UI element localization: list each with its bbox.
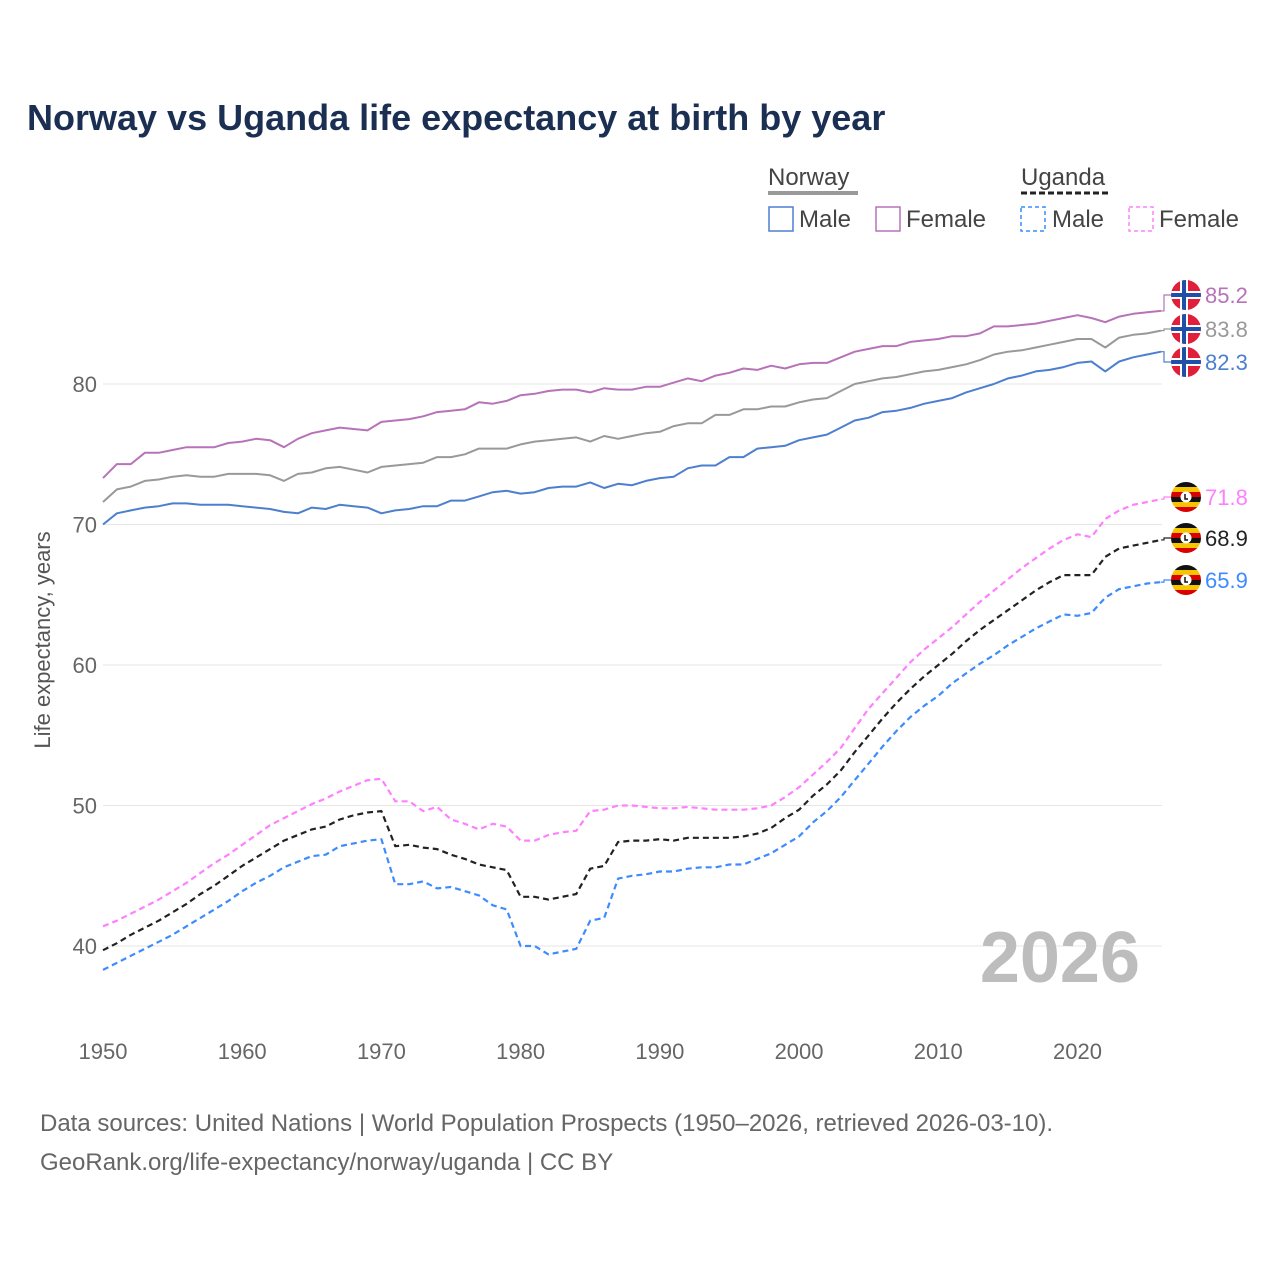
end-value-label: 71.8	[1205, 485, 1248, 510]
x-tick-label: 1990	[635, 1039, 684, 1064]
x-tick-label: 1960	[218, 1039, 267, 1064]
label-connector	[1161, 496, 1171, 500]
norway-flag-icon	[1171, 280, 1201, 310]
y-tick-label: 80	[73, 372, 97, 397]
y-tick-label: 60	[73, 653, 97, 678]
chart-title: Norway vs Uganda life expectancy at birt…	[27, 97, 885, 138]
end-value-label: 82.3	[1205, 350, 1248, 375]
legend-norway-female-label[interactable]: Female	[906, 206, 986, 233]
grid	[103, 383, 1162, 947]
legend-group-uganda: Uganda	[1021, 164, 1106, 191]
legend: Norway Male Female Uganda Male Female	[768, 164, 1239, 233]
watermark-year: 2026	[980, 918, 1140, 998]
series-line-uganda-female[interactable]	[102, 498, 1162, 928]
end-value-label: 68.9	[1205, 526, 1248, 551]
uganda-flag-icon	[1171, 523, 1201, 553]
y-tick-label: 40	[73, 934, 97, 959]
legend-uganda-female-label[interactable]: Female	[1159, 206, 1239, 233]
x-tick-label: 1980	[496, 1039, 545, 1064]
series-lines	[102, 309, 1162, 971]
end-labels: 85.2 83.8 82.3 71.8 68.9 65.9	[1161, 280, 1248, 595]
legend-norway-male-label[interactable]: Male	[799, 206, 851, 233]
series-line-norway[interactable]	[102, 329, 1162, 503]
y-axis-ticks: 40 50 60 70 80	[73, 372, 97, 959]
x-tick-label: 2020	[1053, 1039, 1102, 1064]
label-connector	[1161, 537, 1171, 541]
label-connector	[1161, 328, 1171, 332]
legend-uganda-male-swatch[interactable]	[1020, 206, 1046, 232]
label-connector	[1161, 579, 1171, 583]
norway-flag-icon	[1171, 314, 1201, 344]
end-value-label: 65.9	[1205, 568, 1248, 593]
y-axis-label: Life expectancy, years	[30, 531, 55, 748]
source-line-1: Data sources: United Nations | World Pop…	[40, 1110, 1053, 1137]
series-line-norway-female[interactable]	[102, 309, 1162, 479]
x-tick-label: 2010	[914, 1039, 963, 1064]
series-line-uganda-male[interactable]	[102, 581, 1162, 971]
x-tick-label: 2000	[775, 1039, 824, 1064]
legend-group-norway: Norway	[768, 164, 849, 191]
y-tick-label: 70	[73, 513, 97, 538]
legend-norway-female-swatch[interactable]	[875, 206, 901, 232]
source-line-2[interactable]: GeoRank.org/life-expectancy/norway/ugand…	[40, 1149, 613, 1176]
label-connector	[1161, 351, 1171, 363]
x-tick-label: 1950	[79, 1039, 128, 1064]
label-connector	[1161, 294, 1171, 312]
uganda-flag-icon	[1171, 565, 1201, 595]
uganda-flag-icon	[1171, 482, 1201, 512]
y-tick-label: 50	[73, 794, 97, 819]
end-value-label: 83.8	[1205, 317, 1248, 342]
x-axis-ticks: 1950 1960 1970 1980 1990 2000 2010 2020	[79, 1039, 1102, 1064]
legend-uganda-male-label[interactable]: Male	[1052, 206, 1104, 233]
series-line-norway-male[interactable]	[102, 350, 1162, 526]
series-line-uganda[interactable]	[102, 538, 1162, 952]
norway-flag-icon	[1171, 347, 1201, 377]
x-tick-label: 1970	[357, 1039, 406, 1064]
legend-uganda-female-swatch[interactable]	[1128, 206, 1154, 232]
legend-norway-male-swatch[interactable]	[768, 206, 794, 232]
end-value-label: 85.2	[1205, 283, 1248, 308]
